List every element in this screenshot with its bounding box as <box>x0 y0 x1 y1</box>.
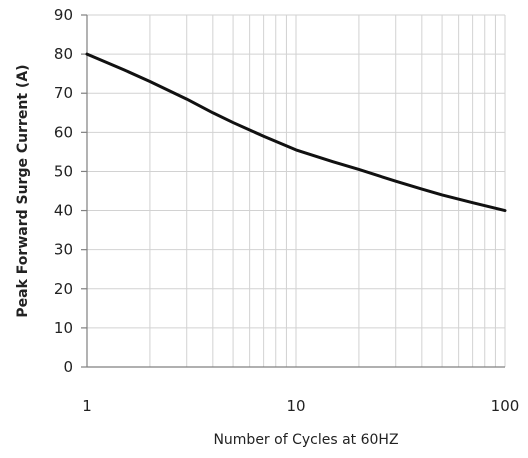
y-tick-label: 0 <box>63 358 73 376</box>
x-axis-title: Number of Cycles at 60HZ <box>213 432 398 448</box>
y-tick-label: 10 <box>54 319 73 337</box>
y-tick-label: 60 <box>54 123 73 141</box>
x-tick-label: 10 <box>286 397 305 415</box>
y-tick-label: 30 <box>54 241 73 259</box>
grid-layer <box>86 14 506 368</box>
series-layer <box>85 52 507 213</box>
x-tick-label: 1 <box>82 397 92 415</box>
series-line <box>85 52 507 213</box>
y-tick-label: 90 <box>54 6 73 24</box>
label-layer: 0 10 20 30 40 50 60 70 80 90 1 10 100 <box>54 6 519 415</box>
x-tick-label: 100 <box>491 397 520 415</box>
y-tick-label: 70 <box>54 84 73 102</box>
y-tick-label: 50 <box>54 162 73 180</box>
y-axis-title: Peak Forward Surge Current (A) <box>15 64 31 317</box>
y-tick-label: 80 <box>54 45 73 63</box>
y-tick-label: 40 <box>54 202 73 220</box>
y-tick-label: 20 <box>54 280 73 298</box>
axis-layer <box>81 14 505 368</box>
